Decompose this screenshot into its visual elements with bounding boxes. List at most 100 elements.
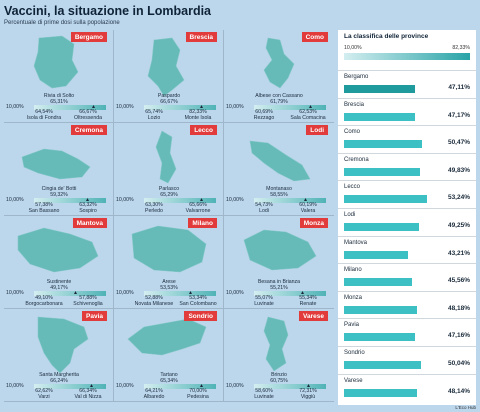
province-marker: ▴ xyxy=(90,383,94,389)
range-bar xyxy=(34,384,106,389)
low-municipality: 57,38% San Bassano xyxy=(28,202,60,214)
ranking-row: Como 50,47% xyxy=(338,125,476,151)
ranking-province-name: Sondrio xyxy=(344,350,365,356)
ranking-row: Mantova 43,21% xyxy=(338,235,476,262)
range-bar xyxy=(254,384,326,389)
ranking-province-name: Pavia xyxy=(344,322,360,329)
top-municipality: Rivia di Solto 65,31% xyxy=(43,93,75,105)
low-municipality: 52,88% Novata Milanese xyxy=(134,295,174,307)
province-badge: Sondrio xyxy=(184,311,217,321)
ranking-row: Lodi 49,25% xyxy=(338,208,476,234)
scale-min-label: 10,00% xyxy=(6,104,24,110)
range-bar xyxy=(34,105,106,110)
scale-min-label: 10,00% xyxy=(6,197,24,203)
high-municipality: 66,67% Oltressenda xyxy=(74,109,102,121)
ranking-row: Monza 48,18% xyxy=(338,290,476,317)
ranking-bar xyxy=(344,388,417,397)
ranking-row: Bergamo 47,11% xyxy=(338,70,476,96)
ranking-bar xyxy=(344,85,415,93)
province-badge: Milano xyxy=(188,218,217,228)
province-map-shape xyxy=(21,148,91,180)
ranking-row: Milano 45,56% xyxy=(338,263,476,289)
low-municipality: 54,73% Lodi xyxy=(255,202,273,214)
ranking-province-name: Como xyxy=(344,129,361,136)
high-municipality: 82,33% Monte Isola xyxy=(184,109,212,121)
province-marker: ▴ xyxy=(307,383,311,389)
province-badge: Cremona xyxy=(70,125,107,135)
province-map-shape xyxy=(263,316,289,372)
ranking-value: 45,56% xyxy=(447,277,470,285)
province-badge: Monza xyxy=(299,218,328,228)
ranking-value: 50,04% xyxy=(447,360,470,367)
ranking-value: 53,24% xyxy=(447,194,470,202)
ranking-scale-bar xyxy=(344,53,470,60)
ranking-value: 49,83% xyxy=(447,166,470,174)
ranking-panel: La classifica delle province 10,00% 82,3… xyxy=(338,30,476,405)
ranking-province-name: Lecco xyxy=(344,184,361,191)
province-map-shape xyxy=(243,229,317,271)
low-municipality: 60,69% Rezzago xyxy=(253,109,275,121)
province-badge: Brescia xyxy=(185,32,217,42)
province-cell: Como Albese con Cassano 61,79% 10,00% ▴ 60,69… xyxy=(224,30,334,123)
ranking-row: Sondrio 50,04% xyxy=(338,346,476,372)
scale-min-label: 10,00% xyxy=(116,197,134,203)
province-map-shape xyxy=(127,318,207,356)
province-map-shape xyxy=(147,37,185,96)
province-cell: Varese Brinzio 60,75% 10,00% ▴ 58,60% Luvinate… xyxy=(224,309,334,402)
scale-min-label: 10,00% xyxy=(226,290,244,296)
province-marker: ▴ xyxy=(74,290,78,296)
ranking-bar xyxy=(344,167,420,176)
ranking-province-name: Mantova xyxy=(344,239,368,246)
province-badge: Varese xyxy=(299,311,328,321)
ranking-scale: 10,00% 82,33% xyxy=(344,45,470,51)
high-municipality: 53,34% San Colombano xyxy=(179,295,217,307)
ranking-province-name: Lodi xyxy=(344,212,356,218)
ranking-province-name: Monza xyxy=(344,294,363,301)
low-municipality: 49,10% Borgocarbonara xyxy=(25,295,63,307)
high-municipality: 63,32% Sospiro xyxy=(79,202,97,214)
range-bar xyxy=(254,105,326,110)
page-subtitle: Percentuale di prime dosi sulla popolazi… xyxy=(4,20,120,26)
low-municipality: 64,21% Albaredo xyxy=(143,388,165,400)
scale-min-label: 10,00% xyxy=(116,104,134,110)
range-bar xyxy=(254,198,326,203)
province-marker: ▴ xyxy=(200,104,204,110)
ranking-bar xyxy=(344,278,412,287)
province-map-shape xyxy=(131,225,207,273)
ranking-value: 43,21% xyxy=(447,249,470,257)
top-municipality: Besana in Brianza 55,21% xyxy=(257,279,301,291)
scale-min-label: 10,00% xyxy=(116,383,134,389)
province-marker: ▴ xyxy=(200,197,204,203)
province-badge: Lodi xyxy=(306,125,328,135)
ranking-value: 48,18% xyxy=(447,304,470,312)
ranking-value: 49,25% xyxy=(447,222,470,229)
top-municipality: Parlasco 65,29% xyxy=(158,186,180,198)
high-municipality: 66,34% Val di Nizza xyxy=(74,388,102,400)
province-cell: Bergamo Rivia di Solto 65,31% 10,00% ▴ 64,54%… xyxy=(4,30,114,123)
province-map-shape xyxy=(249,140,311,182)
ranking-value: 48,14% xyxy=(447,387,470,395)
ranking-row: Varese 48,14% xyxy=(338,373,476,400)
province-marker: ▴ xyxy=(86,197,90,203)
ranking-bar xyxy=(344,305,417,314)
scale-min-label: 10,00% xyxy=(6,383,24,389)
province-map-shape xyxy=(263,37,295,89)
range-bar xyxy=(254,291,326,296)
province-cell: Mantova Sustinente 49,17% 10,00% ▴ 49,10% Borg… xyxy=(4,216,114,309)
province-badge: Bergamo xyxy=(70,32,107,42)
province-marker: ▴ xyxy=(309,104,313,110)
scale-min-label: 10,00% xyxy=(6,290,24,296)
ranking-bar xyxy=(344,333,415,342)
province-cell: Sondrio Tartano 65,34% 10,00% ▴ 64,21% Albared… xyxy=(114,309,224,402)
ranking-value: 47,11% xyxy=(448,84,470,91)
high-municipality: 55,34% Renate xyxy=(299,295,317,307)
top-municipality: Brinzio 60,75% xyxy=(270,372,288,384)
province-cell: Milano Arese 53,53% 10,00% ▴ 52,88% Novata Mil… xyxy=(114,216,224,309)
scale-min-label: 10,00% xyxy=(226,197,244,203)
province-map-grid: Bergamo Rivia di Solto 65,31% 10,00% ▴ 64,54%… xyxy=(4,30,334,402)
ranking-province-name: Milano xyxy=(344,267,362,274)
high-municipality: 65,66% Valvarrone xyxy=(185,202,211,214)
ranking-bar xyxy=(344,223,419,231)
ranking-row: Cremona 49,83% xyxy=(338,152,476,179)
scale-min-label: 10,00% xyxy=(226,383,244,389)
